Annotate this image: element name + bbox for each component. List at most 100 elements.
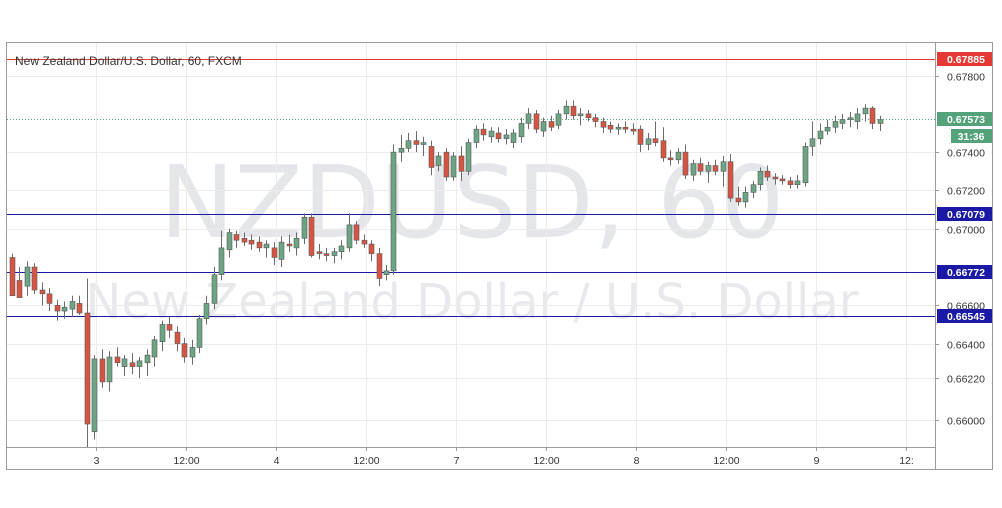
candle-body [839, 119, 846, 124]
candle-body [443, 151, 450, 178]
candle-body [405, 140, 412, 149]
candle-body [278, 241, 285, 260]
candle-body [779, 178, 786, 182]
candle-body [99, 358, 106, 383]
candle-body [151, 339, 158, 358]
candle-body [428, 146, 435, 168]
candle-body [563, 105, 570, 115]
candle-body [54, 305, 61, 312]
candle-body [495, 132, 502, 140]
candle-body [174, 331, 181, 344]
candle-body [533, 113, 540, 130]
candle-body [16, 280, 23, 298]
level-tag-label: 0.66772 [947, 267, 985, 279]
candle-body [31, 266, 38, 291]
candle-body [211, 274, 218, 304]
candle-body [166, 324, 173, 331]
candles [9, 100, 884, 447]
candle-body [794, 180, 801, 185]
candle-body [9, 257, 16, 297]
time-tick-label: 12:00 [173, 455, 199, 467]
candle-body [705, 165, 712, 172]
candle-body [129, 362, 136, 367]
price-tick-label: 0.66220 [947, 374, 985, 386]
candle-body [518, 123, 525, 138]
candle-body [263, 243, 270, 249]
watermark: NZDUSD, 60 New Zealand Dollar / U.S. Dol… [85, 144, 858, 330]
price-tags: 0.67885 0.67079 0.66772 0.66545 0.67573 31:36 [937, 52, 992, 323]
price-tick-label: 0.66000 [947, 416, 985, 428]
candle-body [592, 117, 599, 122]
candle-body [570, 105, 577, 117]
candle-body [248, 239, 255, 245]
current-price-tag-label: 0.67573 [947, 114, 985, 126]
candle-body [46, 293, 53, 304]
candle-body [742, 192, 749, 203]
candle-body [727, 161, 734, 199]
candle-body [233, 234, 240, 241]
candle-body [510, 132, 517, 143]
candle-body [607, 125, 614, 130]
time-tick-label: 8 [634, 455, 640, 467]
level-tag-label: 0.66545 [947, 311, 985, 323]
candle-body [682, 151, 689, 176]
candle-body [136, 360, 143, 367]
candle-body [809, 138, 816, 147]
candle-body [144, 354, 151, 364]
price-tick-label: 0.67200 [947, 186, 985, 198]
time-tick-label: 12:00 [353, 455, 379, 467]
level-tag-label: 0.67885 [947, 54, 985, 66]
candle-body [76, 303, 83, 314]
candle-body [772, 176, 779, 180]
candle-body [697, 163, 704, 172]
candle-body [720, 161, 727, 172]
candle-body [847, 117, 854, 120]
price-tick-label: 0.66400 [947, 340, 985, 352]
watermark-symbol: NZDUSD, 60 [160, 144, 785, 261]
price-tick-label: 0.67800 [947, 72, 985, 84]
axis-border [6, 42, 993, 470]
current-price-tag-bg [937, 112, 992, 126]
candle-body [24, 266, 31, 287]
candle-body [376, 253, 383, 279]
candle-body [121, 358, 128, 367]
candle-body [39, 289, 46, 295]
time-tick-label: 9 [814, 455, 820, 467]
candle-body [600, 121, 607, 128]
candle-body [854, 113, 861, 122]
candle-body [256, 241, 263, 249]
candle-body [555, 113, 562, 126]
candle-body [750, 184, 757, 193]
candle-body [61, 306, 68, 312]
candle-body [338, 245, 345, 253]
candle-body [869, 107, 876, 124]
candle-body [316, 251, 323, 254]
candle-body [577, 113, 584, 117]
candle-body [271, 247, 278, 258]
candle-body [465, 142, 472, 172]
candle-body [91, 358, 98, 432]
candle-body [630, 128, 637, 132]
candle-body [159, 324, 166, 342]
candle-body [413, 140, 420, 145]
candle-body [203, 303, 210, 320]
candle-body [473, 128, 480, 143]
candle-body [877, 119, 884, 124]
level-tag-bg [937, 265, 992, 279]
horizontal-lines [7, 59, 935, 317]
time-tick-label: 3 [94, 455, 100, 467]
time-tick-label: 7 [454, 455, 460, 467]
candle-body [787, 180, 794, 185]
time-tick-label: 12: [899, 455, 914, 467]
candle-body [832, 121, 839, 128]
candle-body [331, 251, 338, 256]
candle-body [735, 197, 742, 203]
candle-body [667, 157, 674, 161]
candle-body [226, 232, 233, 251]
time-axis[interactable]: 3 12:00 4 12:00 7 12:00 8 12:00 9 12: [94, 447, 914, 467]
candle-body [817, 130, 824, 140]
candle-body [308, 216, 315, 256]
candle-body [548, 121, 555, 128]
candle-body [181, 343, 188, 358]
